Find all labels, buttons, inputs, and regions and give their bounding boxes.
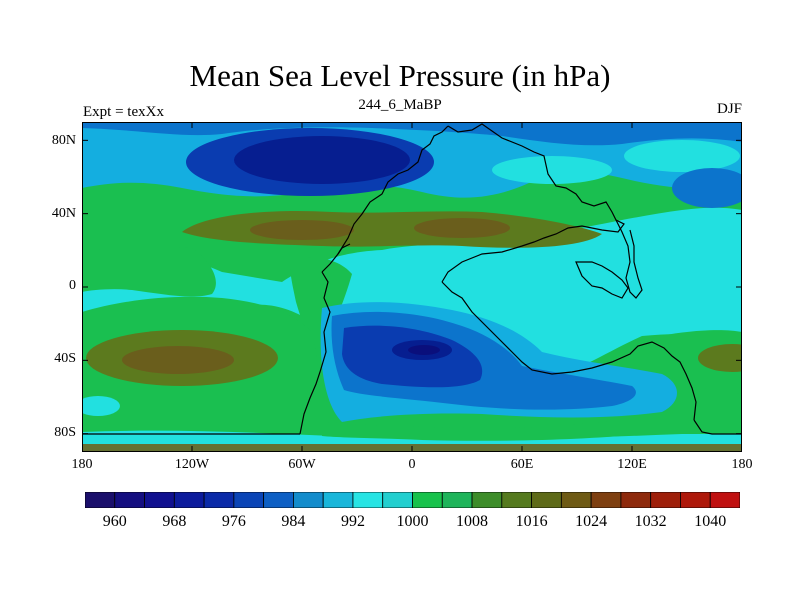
north-high-core-east [414,218,510,238]
colorbar-swatch-3 [173,491,205,509]
colorbar-swatch-12 [441,491,473,509]
southeast-high-core [698,344,742,372]
colorbar-swatch-18 [620,491,652,509]
colorbar-swatch-11 [412,491,443,509]
coastline-americas [299,271,331,435]
coastlines [82,123,742,435]
lon-tick-120e: 120E [617,457,647,472]
coastline-southeast [693,419,742,435]
colorbar-swatch-1 [114,491,145,509]
colorbar-swatch-4 [203,491,235,509]
lon-tick-60w: 60W [288,457,316,472]
lon-tick-60e: 60E [510,457,534,472]
coastline-eurasia [441,123,625,283]
west-green-tongue [82,246,216,297]
south-green-fringe [322,418,642,441]
colorbar-swatch-15 [531,491,562,509]
north-low-inner [234,136,410,184]
colorbar-label-1024: 1024 [575,513,608,530]
pressure-map [82,122,742,452]
coastline-north-america [321,125,449,273]
northeast-blue-patch [672,168,742,208]
tick-marks [82,122,742,452]
colorbar-swatch-16 [560,491,592,509]
colorbar-swatch-2 [144,491,175,509]
colorbar-label-1040: 1040 [694,513,727,530]
map-canvas [82,122,742,452]
coastline-east-asia [615,219,643,299]
tropical-band [82,207,742,384]
colorbar-swatch-13 [471,491,503,509]
experiment-label: Expt = texXx [83,104,164,120]
lon-tick-180w: 180 [71,457,93,472]
colorbar-swatch-14 [501,491,532,509]
colorbar-swatch-8 [322,491,354,509]
colorbar-label-1008: 1008 [456,513,489,530]
colorbar-label-976: 976 [221,513,246,530]
coastline-australia [575,261,629,299]
colorbar-swatch-19 [650,491,681,509]
south-low-deep-core [408,345,440,355]
colorbar-swatch-10 [382,491,413,509]
north-high-core-west [250,220,354,240]
lon-tick-0: 0 [408,457,416,472]
south-cyan-patch [82,396,120,416]
colorbar-canvas [84,491,741,509]
lat-tick-0: 0 [69,278,76,293]
colorbar-label-984: 984 [281,513,306,530]
colorbar-swatch-6 [263,491,294,509]
colorbar-label-1016: 1016 [515,513,548,530]
lat-tick-80n: 80N [51,133,76,148]
colorbar-label-968: 968 [162,513,187,530]
coastline-africa-east [441,281,697,421]
colorbar [84,491,741,509]
lat-tick-40s: 40S [54,351,76,366]
colorbar-swatch-0 [84,491,116,509]
colorbar-swatch-20 [680,491,711,509]
north-cyan-patch [624,140,740,172]
south-west-high-center [122,346,234,374]
colorbar-swatch-5 [233,491,265,509]
colorbar-label-992: 992 [340,513,365,530]
north-mid-blue [82,122,742,146]
coastline-arctic [337,243,351,255]
chart-title: Mean Sea Level Pressure (in hPa) [189,58,611,93]
lat-tick-80s: 80S [54,425,76,440]
colorbar-swatch-21 [709,491,741,509]
colorbar-swatch-17 [590,491,622,509]
colorbar-label-1032: 1032 [634,513,667,530]
season-label: DJF [716,101,742,117]
lon-tick-120w: 120W [174,457,210,472]
colorbar-label-960: 960 [102,513,127,530]
lon-tick-180e: 180 [731,457,753,472]
colorbar-label-1000: 1000 [396,513,429,530]
center-green-tongue [290,256,352,348]
period-label: 244_6_MaBP [358,97,442,113]
lat-tick-40n: 40N [51,206,76,221]
colorbar-swatch-9 [352,491,384,509]
colorbar-swatch-7 [293,491,324,509]
northeast-cyan-patch [492,156,612,184]
